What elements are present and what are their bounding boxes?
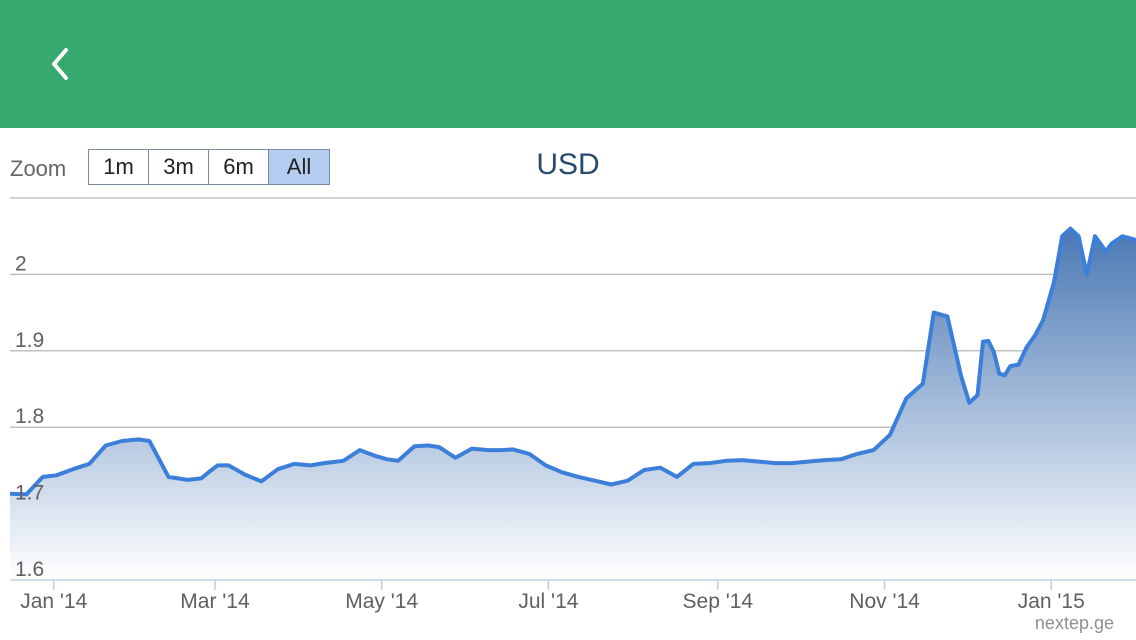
x-tick-label: Jan '14: [20, 590, 87, 613]
zoom-label: Zoom: [10, 156, 67, 181]
zoom-1m-button[interactable]: 1m: [89, 150, 149, 184]
zoom-all-button[interactable]: All: [269, 150, 329, 184]
x-tick-label: Jan '15: [1018, 590, 1085, 613]
y-tick-label: 1.8: [15, 405, 44, 428]
zoom-6m-button[interactable]: 6m: [209, 150, 269, 184]
usd-series-line[interactable]: [9, 226, 1136, 497]
y-tick-label: 1.9: [15, 329, 44, 352]
usd-area-fill: [10, 228, 1136, 580]
exchange-rate-chart[interactable]: 1.6 1.7 1.8 1.9 2 Jan '14 Mar '14 May '14 Jul '1…: [0, 190, 1136, 640]
x-tick-label: Nov '14: [849, 590, 920, 613]
y-tick-label: 1.6: [15, 558, 44, 581]
x-tick-label: Jul '14: [518, 590, 578, 613]
x-tick-label: May '14: [345, 590, 418, 613]
y-tick-label: 1.7: [15, 482, 44, 505]
x-tick-label: Mar '14: [180, 590, 250, 613]
chart-area[interactable]: 1.6 1.7 1.8 1.9 2 Jan '14 Mar '14 May '14 Jul '1…: [0, 190, 1136, 640]
zoom-button-group: 1m 3m 6m All: [88, 149, 330, 185]
zoom-3m-button[interactable]: 3m: [149, 150, 209, 184]
credits-link[interactable]: nextep.ge: [1034, 613, 1114, 633]
chevron-left-icon: [52, 48, 68, 80]
back-button[interactable]: [38, 40, 82, 88]
y-tick-label: 2: [15, 252, 27, 275]
app-header: [0, 0, 1136, 128]
x-tick-label: Sep '14: [683, 590, 754, 613]
